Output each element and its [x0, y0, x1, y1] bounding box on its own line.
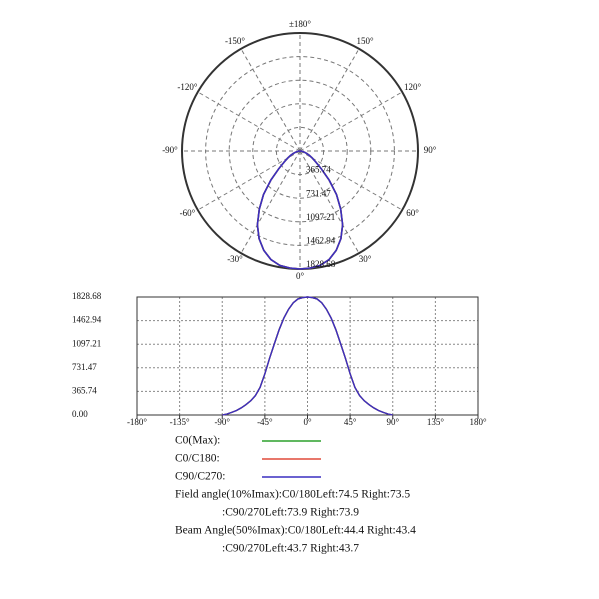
angle-label: 90°	[424, 145, 437, 155]
radial-label: 731.47	[306, 188, 331, 198]
angular-grid	[197, 91, 301, 152]
angle-label: 60°	[406, 208, 419, 218]
angular-grid	[240, 48, 301, 152]
angle-label: -60°	[180, 208, 196, 218]
x-tick-label: -135°	[170, 417, 190, 427]
annotation: Field angle(10%Imax):C0/180Left:74.5 Rig…	[175, 489, 410, 501]
y-tick-label: 1828.68	[72, 291, 102, 301]
x-tick-label: 180°	[469, 417, 487, 427]
radial-label: 1828.68	[306, 259, 336, 269]
angle-label: -150°	[225, 36, 245, 46]
angle-label: 30°	[359, 254, 372, 264]
angle-label: -120°	[177, 82, 197, 92]
legend-label: C90/C270:	[175, 471, 225, 483]
y-tick-label: 1462.94	[72, 315, 102, 325]
radial-label: 365.74	[306, 165, 331, 175]
legend-label: C0/C180:	[175, 453, 220, 465]
angular-grid	[299, 150, 403, 211]
x-tick-label: -180°	[127, 417, 147, 427]
angle-label: 150°	[356, 36, 374, 46]
x-tick-label: -45°	[257, 417, 273, 427]
radial-label: 1097.21	[306, 212, 335, 222]
annotation: :C90/270Left:43.7 Right:43.7	[222, 543, 359, 555]
angle-label: ±180°	[289, 19, 311, 29]
angle-label: 0°	[296, 271, 305, 281]
angular-grid	[299, 91, 403, 152]
angle-label: 120°	[404, 82, 422, 92]
x-tick-label: -90°	[214, 417, 230, 427]
x-tick-label: 135°	[427, 417, 445, 427]
x-tick-label: 0°	[303, 417, 312, 427]
polar-curve	[256, 150, 344, 270]
annotation: Beam Angle(50%Imax):C0/180Left:44.4 Righ…	[175, 525, 416, 537]
line-series	[222, 296, 393, 416]
y-tick-label: 1097.21	[72, 338, 101, 348]
angular-grid	[197, 150, 301, 211]
x-tick-label: 90°	[386, 417, 399, 427]
y-tick-label: 0.00	[72, 409, 88, 419]
angular-grid	[240, 150, 301, 254]
y-tick-label: 731.47	[72, 362, 97, 372]
radial-label: 1462.94	[306, 235, 336, 245]
x-tick-label: 45°	[344, 417, 357, 427]
angular-grid	[299, 150, 360, 254]
angle-label: -90°	[162, 145, 178, 155]
annotation: :C90/270Left:73.9 Right:73.9	[222, 507, 359, 519]
angle-label: -30°	[227, 254, 243, 264]
radial-grid	[252, 103, 348, 199]
legend-label: C0(Max):	[175, 435, 220, 447]
y-tick-label: 365.74	[72, 385, 97, 395]
angular-grid	[299, 48, 360, 152]
